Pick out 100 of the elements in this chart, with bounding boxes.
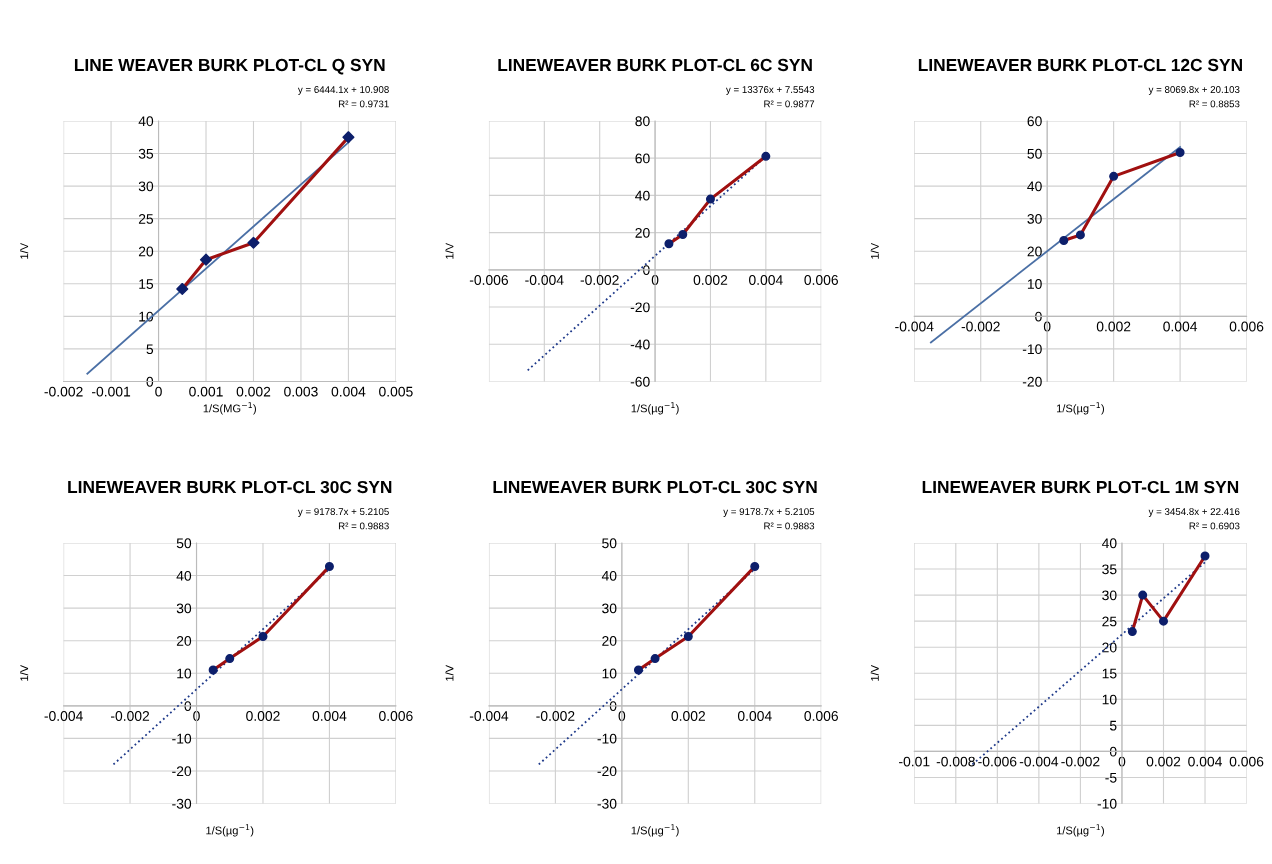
point [664, 239, 674, 249]
y-tick-label: 50 [176, 538, 192, 549]
point [1109, 171, 1119, 181]
text: y = 8069.8x + 20.103 [1148, 86, 1240, 95]
text: R² = 0.9731 [338, 100, 389, 108]
y-tick-label: 40 [1027, 181, 1042, 192]
y-tick-label: 40 [601, 570, 617, 581]
y-tick-label: 10 [1027, 279, 1042, 289]
x-tick-label: 0.005 [379, 386, 413, 397]
point [342, 131, 355, 144]
point [1138, 590, 1148, 600]
y-tick-label: 25 [1102, 616, 1117, 627]
y-tick-label: 20 [138, 246, 154, 257]
x-tick-label: 0 [1118, 756, 1126, 767]
y-tick-label: 10 [602, 668, 617, 679]
y-tick-label: -30 [172, 798, 192, 809]
point [225, 654, 235, 664]
point [247, 236, 260, 249]
y-tick-label: 30 [602, 603, 617, 614]
point [1175, 148, 1185, 158]
y-axis-title: 1/V [445, 664, 454, 681]
x-tick-label: 0.006 [804, 711, 838, 721]
x-tick-label: -0.001 [92, 386, 131, 397]
y-tick-label: 30 [1027, 213, 1042, 224]
point [1075, 230, 1085, 240]
y-tick-label: 10 [177, 668, 192, 679]
text: y = 9178.7x + 5.2105 [723, 508, 815, 517]
y-tick-label: -40 [630, 339, 650, 350]
y-tick-label: 25 [138, 213, 154, 224]
x-axis-title: 1/S(µg$^{−1}$) [1056, 824, 1104, 837]
text: R² = 0.9883 [338, 522, 389, 530]
y-tick-label: -60 [630, 376, 650, 387]
x-tick-label: 0.004 [331, 386, 366, 397]
y-axis-title: 1/V [20, 664, 29, 681]
x-tick-label: 0 [651, 275, 659, 285]
text: R² = 0.6903 [1189, 522, 1240, 530]
x-tick-label: 0.003 [284, 386, 318, 397]
y-tick-label: 50 [602, 538, 617, 549]
point [176, 282, 189, 296]
x-tick-label: -0.004 [44, 711, 83, 721]
y-tick-label: 10 [1102, 694, 1117, 705]
x-tick-label: 0.004 [1163, 321, 1198, 332]
y-tick-label: 0 [184, 701, 192, 711]
x-tick-label: -0.002 [44, 386, 83, 397]
y-tick-label: 60 [1027, 116, 1042, 127]
point [633, 665, 643, 675]
point [761, 151, 771, 161]
y-tick-label: 20 [1027, 246, 1042, 257]
y-tick-label: 40 [138, 116, 154, 127]
y-tick-label: 35 [1102, 564, 1117, 575]
y-tick-label: 30 [138, 181, 154, 192]
x-axis-title: 1/S(µg$^{−1}$) [206, 824, 254, 837]
point [258, 631, 268, 641]
x-tick-label: -0.004 [469, 711, 509, 721]
y-tick-label: -10 [1097, 798, 1117, 809]
y-tick-label: -10 [597, 733, 617, 744]
y-tick-label: 20 [635, 227, 650, 238]
point [1127, 627, 1137, 637]
point [199, 253, 213, 266]
point [683, 631, 693, 641]
x-tick-label: 0.002 [1146, 756, 1181, 767]
x-tick-label: -0.002 [580, 275, 619, 285]
x-tick-label: 0.006 [1229, 321, 1264, 332]
x-tick-label: 0 [155, 386, 162, 397]
y-tick-label: 20 [602, 636, 617, 646]
y-axis-title: 1/V [445, 242, 454, 259]
y-tick-label: -5 [1105, 772, 1117, 783]
x-axis-title: 1/S(µg$^{−1}$) [631, 402, 679, 415]
point [750, 561, 760, 571]
x-tick-label: 0.004 [312, 711, 347, 721]
y-axis-title: 1/V [870, 664, 879, 681]
text: y = 13376x + 7.5543 [725, 86, 815, 95]
y-tick-label: 30 [1102, 590, 1117, 601]
y-tick-label: 35 [138, 148, 154, 159]
point [705, 194, 715, 204]
y-tick-label: 50 [1027, 148, 1042, 159]
x-tick-label: 0.006 [804, 275, 838, 285]
x-tick-label: 0.002 [1096, 321, 1131, 332]
x-tick-label: 0.002 [671, 711, 705, 721]
x-tick-label: 0.006 [1229, 756, 1264, 767]
x-tick-label: -0.002 [536, 711, 575, 721]
text: y = 6444.1x + 10.908 [297, 86, 389, 95]
x-axis-title: 1/S(MG$^{−1}$) [203, 402, 256, 415]
point [678, 229, 688, 239]
chart-title: LINEWEAVER BURK PLOT-CL 30C SYN [68, 480, 392, 494]
y-tick-label: 10 [139, 311, 154, 322]
y-tick-label: 80 [635, 116, 650, 127]
x-tick-label: 0.004 [749, 275, 783, 285]
y-tick-label: -10 [172, 733, 192, 744]
y-tick-label: 30 [176, 603, 192, 614]
point [324, 561, 334, 571]
y-tick-label: 20 [176, 636, 192, 646]
x-tick-label: -0.002 [110, 711, 150, 721]
x-tick-label: 0.004 [1188, 756, 1222, 767]
y-tick-label: -10 [1022, 344, 1042, 355]
point [1200, 551, 1210, 561]
y-tick-label: 5 [146, 344, 154, 355]
x-tick-label: 0 [618, 711, 626, 721]
point [650, 654, 660, 664]
x-axis-title: 1/S(µg$^{−1}$) [1056, 402, 1104, 415]
